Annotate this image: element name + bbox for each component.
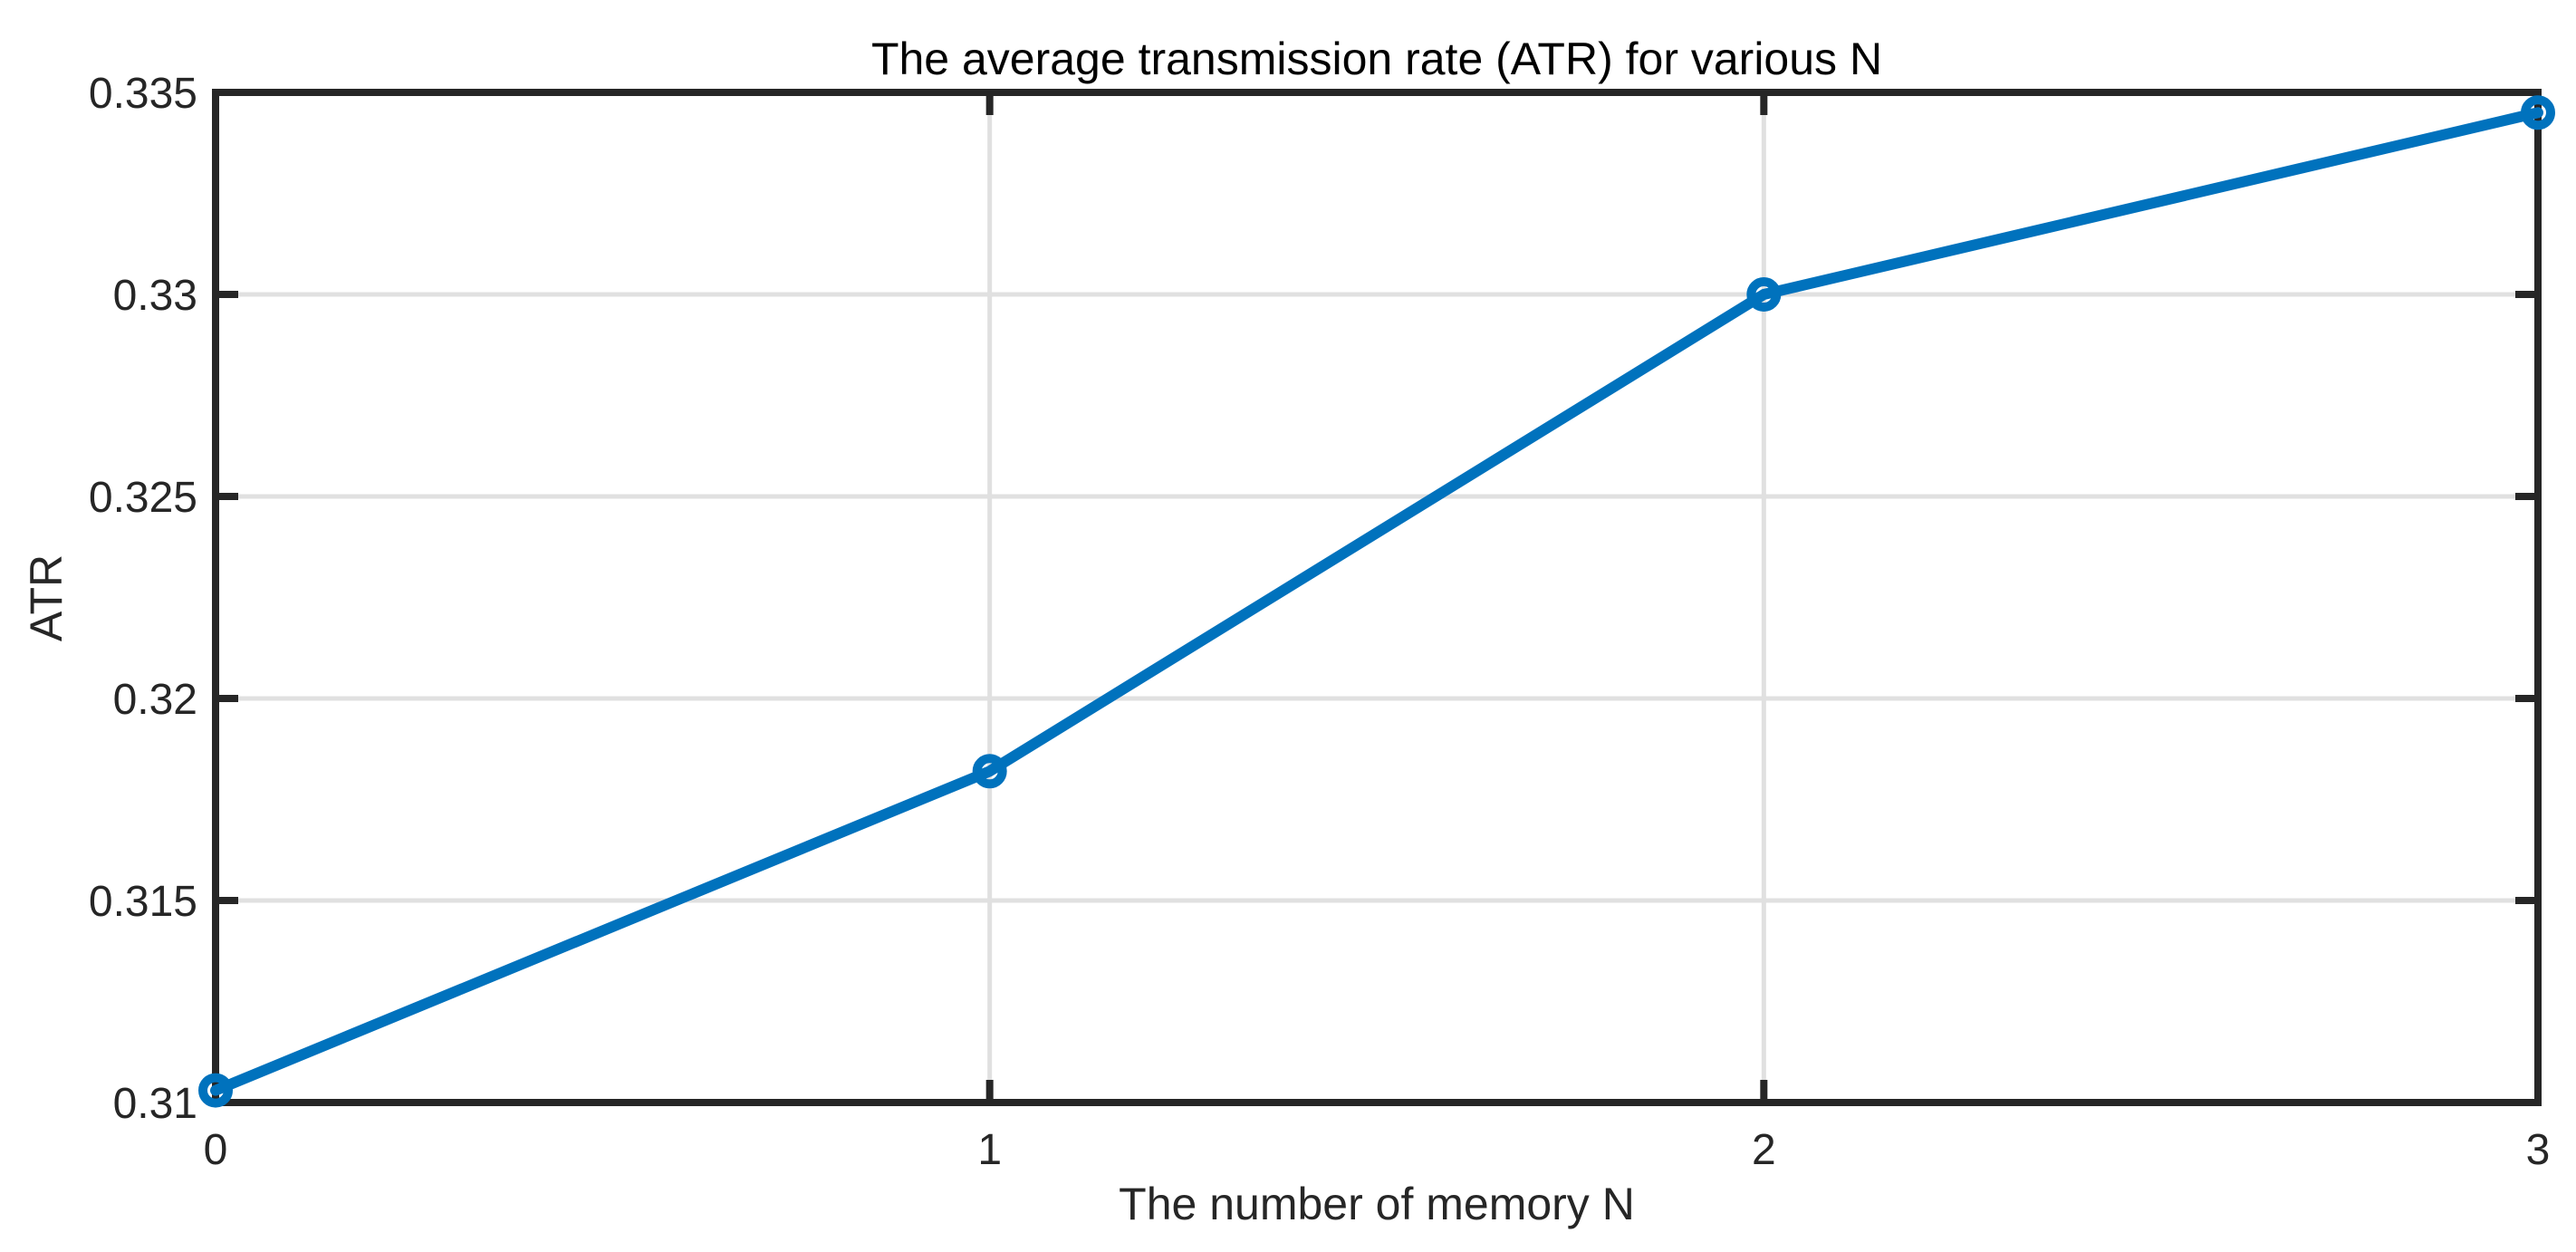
x-tick-label: 0: [204, 1126, 228, 1174]
y-tick-label: 0.315: [89, 878, 197, 926]
x-tick-label: 2: [1752, 1126, 1776, 1174]
data-point-marker: [2521, 95, 2555, 130]
chart-title: The average transmission rate (ATR) for …: [870, 34, 1883, 84]
y-tick-label: 0.32: [113, 676, 197, 724]
data-point-marker: [198, 1073, 233, 1108]
y-tick-label: 0.33: [113, 272, 197, 320]
x-tick-label: 1: [977, 1126, 1002, 1174]
chart-line: [210, 107, 2543, 1096]
x-tick-label: 3: [2526, 1126, 2551, 1174]
data-point-marker: [1746, 277, 1782, 312]
y-tick-label: 0.31: [113, 1080, 197, 1128]
data-point-marker: [972, 754, 1007, 789]
axes-box: [212, 89, 2542, 1106]
y-tick-label: 0.325: [89, 474, 197, 522]
x-axis-label: The number of memory N: [1119, 1179, 1635, 1229]
y-tick-label: 0.335: [89, 70, 197, 118]
